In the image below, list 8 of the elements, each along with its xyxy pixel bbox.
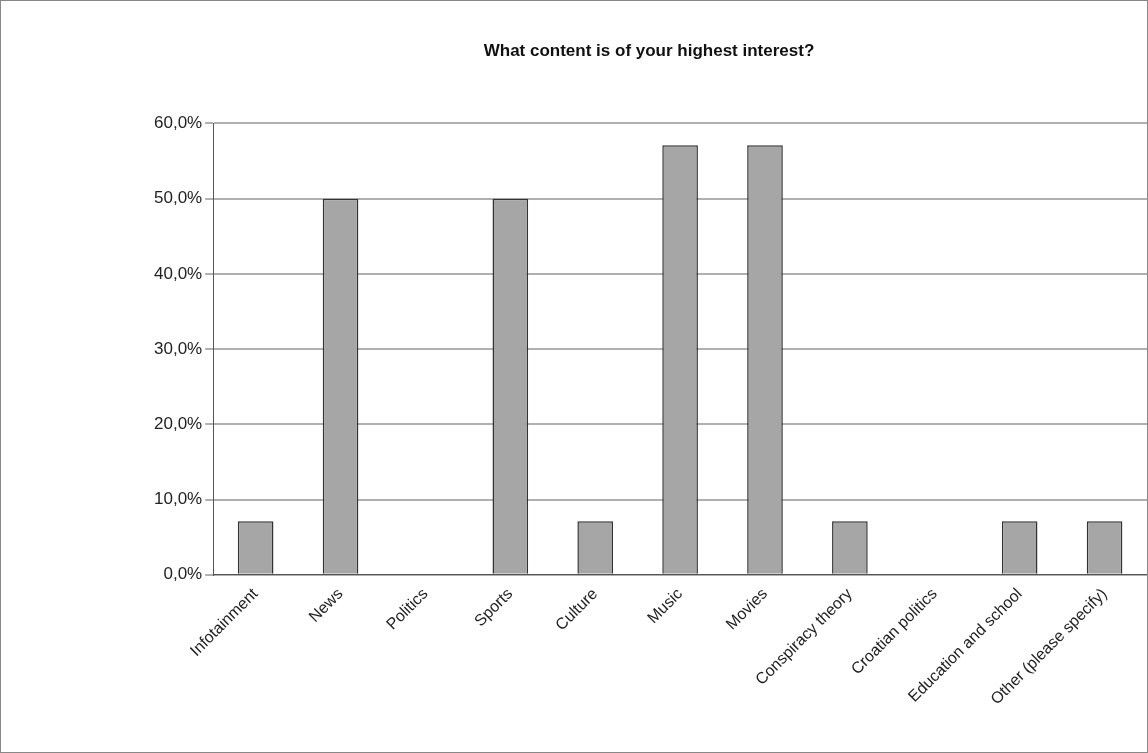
y-tick-label: 0,0%: [163, 564, 203, 584]
y-tick-label: 40,0%: [154, 263, 203, 283]
y-tick-label: 60,0%: [154, 113, 203, 133]
y-tick-label: 30,0%: [154, 338, 203, 358]
chart-title: What content is of your highest interest?: [483, 40, 815, 60]
y-tick-label: 50,0%: [154, 188, 203, 208]
y-tick-label: 20,0%: [154, 413, 203, 433]
y-tick-label: 10,0%: [154, 489, 203, 509]
